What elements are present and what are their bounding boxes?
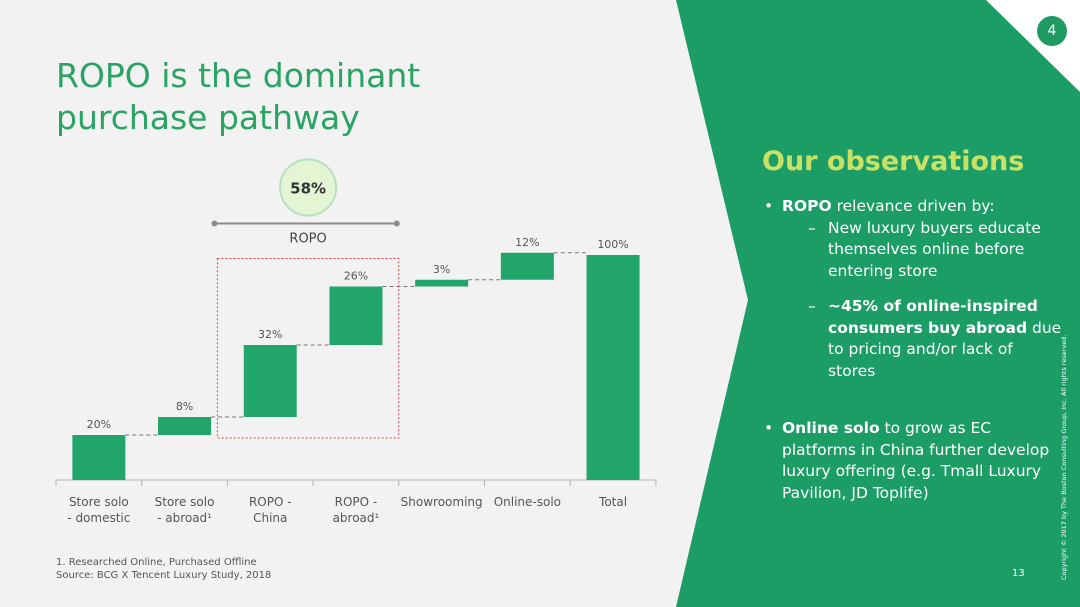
tick-label: Showrooming xyxy=(401,495,483,509)
sub-bullet-text: due to pricing and/or lack of stores xyxy=(828,318,1062,380)
footnote-block: 1. Researched Online, Purchased Offline … xyxy=(56,557,271,582)
bar xyxy=(586,255,640,480)
slide-number: 13 xyxy=(1012,568,1025,579)
ropo-range-end xyxy=(393,220,400,227)
footnote: 1. Researched Online, Purchased Offline xyxy=(56,557,257,568)
data-label: 8% xyxy=(176,400,193,413)
data-label: 32% xyxy=(258,328,282,341)
sub-bullet-educate: New luxury buyers educate themselves onl… xyxy=(782,218,1064,283)
bar xyxy=(72,435,126,480)
bullet-bold: Online solo xyxy=(782,419,880,437)
ropo-share-bubble xyxy=(279,158,338,217)
title-line-1: ROPO is the dominant xyxy=(56,56,421,95)
bar xyxy=(158,417,212,435)
tick-label: ROPO - xyxy=(335,495,378,509)
observations-title: Our observations xyxy=(762,146,1025,177)
page-badge: 4 xyxy=(1037,16,1067,46)
tick-label: ROPO - xyxy=(249,495,292,509)
sub-bullet-text: New luxury buyers educate themselves onl… xyxy=(828,218,1041,280)
observation-bullet-online-solo: Online solo to grow as EC platforms in C… xyxy=(764,418,1064,504)
ropo-range-end xyxy=(211,220,218,227)
tick-label: abroad¹ xyxy=(333,511,380,525)
data-label: 3% xyxy=(433,263,450,276)
tick-label: Store solo xyxy=(155,495,215,509)
sub-bullet-abroad: ~45% of online-inspired consumers buy ab… xyxy=(782,296,1064,382)
tick-label: China xyxy=(253,511,287,525)
data-label: 12% xyxy=(515,236,539,249)
observation-bullet-ropo: ROPO relevance driven by: New luxury buy… xyxy=(764,196,1064,382)
ropo-share-value: 58% xyxy=(290,180,326,198)
slide-title: ROPO is the dominant purchase pathway xyxy=(56,55,420,139)
tick-label: - domestic xyxy=(67,511,130,525)
bar xyxy=(329,286,383,345)
title-line-2: purchase pathway xyxy=(56,98,360,137)
ropo-label: ROPO xyxy=(289,232,326,247)
tick-label: Online-solo xyxy=(494,495,561,509)
source-note: Source: BCG X Tencent Luxury Study, 2018 xyxy=(56,569,272,581)
tick-label: Store solo xyxy=(69,495,129,509)
data-label: 100% xyxy=(597,238,628,251)
bar xyxy=(243,345,297,417)
bar xyxy=(415,279,469,287)
data-label: 26% xyxy=(344,270,368,283)
bullet-bold: ROPO xyxy=(782,197,832,215)
bullet-text: to grow as EC platforms in China further… xyxy=(782,419,1050,502)
bullet-text: relevance driven by: xyxy=(831,197,995,215)
tick-label: Total xyxy=(598,495,627,509)
sub-bullet-bold: ~45% of online-inspired consumers buy ab… xyxy=(828,297,1038,337)
ropo-highlight-box xyxy=(216,258,400,439)
bar xyxy=(500,252,554,280)
copyright-notice: Copyright © 2017 by The Boston Consultin… xyxy=(1060,334,1068,580)
observations-list: ROPO relevance driven by: New luxury buy… xyxy=(764,196,1064,504)
data-label: 20% xyxy=(87,418,111,431)
tick-label: - abroad¹ xyxy=(157,511,212,525)
